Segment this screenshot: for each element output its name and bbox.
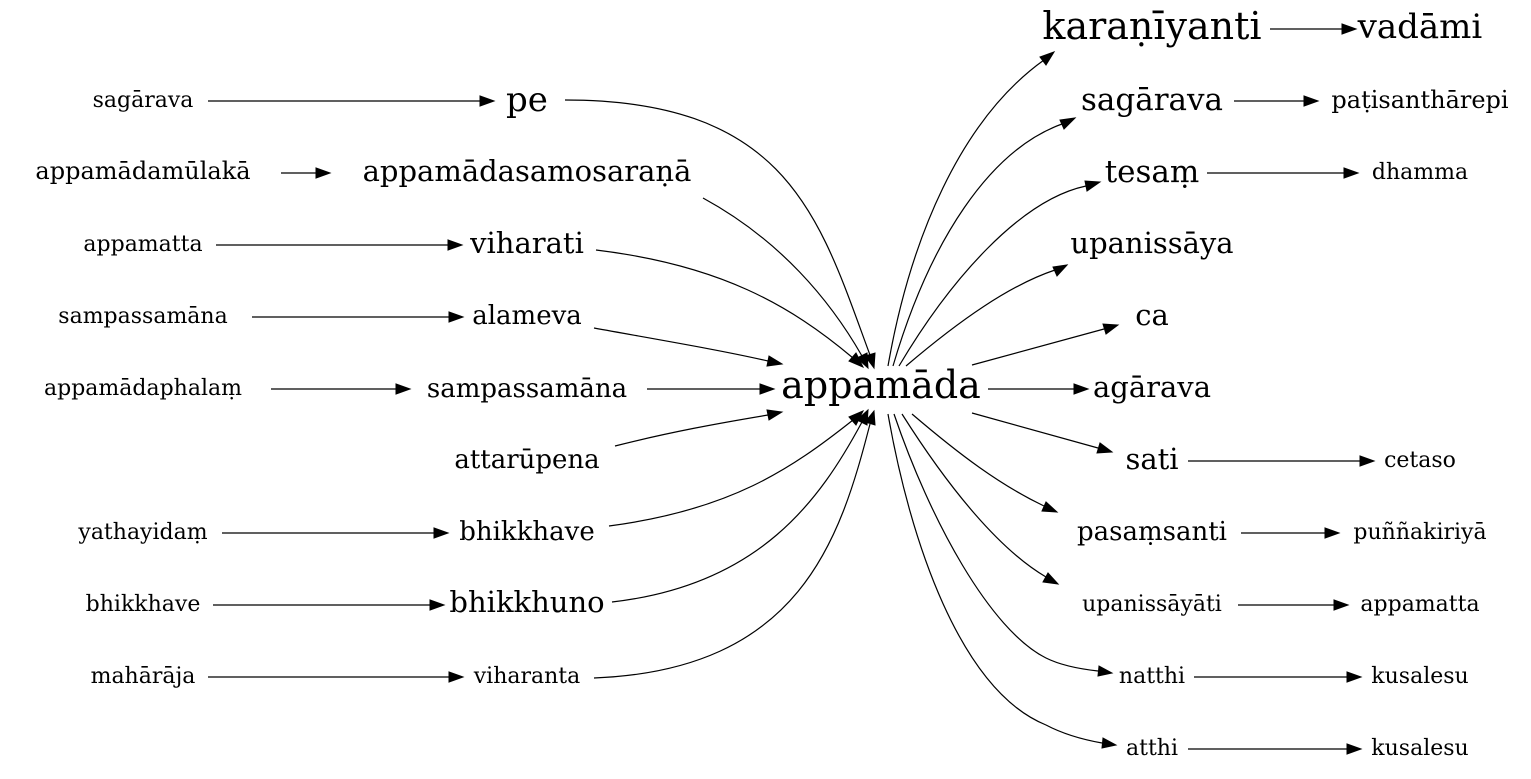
node-left-bhikkhave[interactable]: bhikkhave: [459, 517, 595, 547]
arrowhead: [433, 527, 450, 539]
arrowhead: [1102, 323, 1120, 335]
edge-bhikkhave-appamada: [608, 419, 854, 527]
node-left-source-maharaja[interactable]: mahārāja: [91, 664, 196, 689]
node-left-viharanta[interactable]: viharanta: [473, 664, 581, 689]
node-left-source-appamadaphalam[interactable]: appamādaphalaṃ: [44, 376, 242, 401]
arrowhead: [1359, 455, 1376, 467]
node-left-source-bhikkhave[interactable]: bhikkhave: [86, 592, 201, 617]
arrowhead: [1343, 167, 1360, 179]
node-right-upanissayati[interactable]: upanissāyāti: [1082, 592, 1222, 617]
node-left-source-appamadamulaka[interactable]: appamādamūlakā: [35, 157, 250, 185]
edge-appamada-karaniyanti: [887, 59, 1045, 367]
node-left-source-sampassamana[interactable]: sampassamāna: [58, 304, 227, 329]
arrowhead: [1324, 527, 1341, 539]
node-right-karaniyanti[interactable]: karaṇīyanti: [1042, 4, 1261, 48]
node-right-sagarava[interactable]: sagārava: [1081, 82, 1223, 118]
edge-viharanta-appamada: [593, 423, 871, 679]
arrowhead: [1041, 501, 1059, 513]
node-left-pe[interactable]: pe: [506, 80, 548, 120]
node-left-source-sagarava[interactable]: sagārava: [93, 88, 194, 113]
node-left-appamadasamosarana[interactable]: appamādasamosaraṇā: [363, 154, 692, 188]
arrowhead: [1042, 572, 1060, 585]
arrowhead: [1101, 737, 1118, 749]
arrowhead: [1039, 51, 1056, 66]
arrowhead: [766, 409, 784, 421]
node-left-source-appamatta[interactable]: appamatta: [83, 232, 202, 257]
arrowhead: [448, 671, 465, 683]
arrowhead: [429, 599, 446, 611]
edge-appamada-upanissaya: [905, 269, 1056, 367]
arrowhead: [856, 352, 869, 370]
node-right-natthi[interactable]: natthi: [1119, 664, 1185, 689]
arrowhead: [1097, 665, 1114, 677]
node-right-next-vadami[interactable]: vadāmi: [1357, 7, 1483, 47]
node-right-next-punnakiriya[interactable]: puññakiriyā: [1353, 520, 1486, 545]
edge-appamada-tesam: [898, 185, 1087, 367]
node-right-pasamsanti[interactable]: pasaṃsanti: [1077, 517, 1227, 547]
arrowhead: [1346, 671, 1363, 683]
edge-appamada-pasamsanti: [911, 413, 1045, 507]
arrowhead: [1333, 599, 1350, 611]
arrowhead: [395, 383, 412, 395]
arrowhead: [315, 167, 332, 179]
arrowhead: [448, 311, 465, 323]
node-right-tesam[interactable]: tesaṃ: [1105, 154, 1200, 190]
edge-appamada-atthi: [887, 413, 1103, 744]
edge-appamada-ca: [971, 328, 1105, 366]
node-left-source-yathayidam[interactable]: yathayidaṃ: [77, 520, 207, 545]
node-right-sati[interactable]: sati: [1125, 442, 1178, 476]
arrowhead: [1303, 95, 1320, 107]
node-right-next-dhamma[interactable]: dhamma: [1372, 160, 1468, 185]
node-left-sampassamana[interactable]: sampassamāna: [427, 374, 627, 404]
arrowhead: [848, 352, 865, 368]
node-right-upanissaya[interactable]: upanissāya: [1070, 226, 1233, 260]
node-left-viharati[interactable]: viharati: [469, 226, 584, 260]
node-right-ca[interactable]: ca: [1135, 298, 1169, 332]
edge-viharati-appamada: [595, 249, 854, 359]
edge-appamada-upanissayati: [901, 413, 1047, 578]
edge-bhikkhuno-appamada: [611, 421, 863, 603]
node-left-alameva[interactable]: alameva: [472, 301, 582, 331]
arrowhead: [1073, 383, 1090, 395]
node-right-next-patisantharepi[interactable]: paṭisanthārepi: [1331, 86, 1509, 114]
arrowhead: [766, 355, 784, 367]
edge-alameva-appamada: [593, 327, 769, 362]
arrowhead: [759, 383, 776, 395]
arrowhead: [447, 239, 464, 251]
node-left-attarupena[interactable]: attarūpena: [454, 445, 599, 475]
edge-attarupena-appamada: [614, 414, 769, 447]
node-right-next-cetaso[interactable]: cetaso: [1384, 448, 1456, 473]
edge-appamada-natthi: [893, 413, 1099, 672]
edge-appamadasamosarana-appamada: [702, 197, 863, 357]
edge-appamada-sati: [971, 412, 1099, 449]
edge-pe-appamada: [564, 99, 871, 356]
arrowhead: [1341, 23, 1358, 35]
node-right-next-kusalesu-2[interactable]: kusalesu: [1371, 736, 1468, 761]
arrowhead: [1096, 442, 1114, 454]
node-right-next-appamatta[interactable]: appamatta: [1360, 592, 1479, 617]
node-right-agarava[interactable]: agārava: [1093, 370, 1211, 404]
node-right-next-kusalesu-1[interactable]: kusalesu: [1371, 664, 1468, 689]
arrowhead: [864, 409, 876, 426]
arrowhead: [1084, 180, 1102, 192]
center-node-appamada[interactable]: appamāda: [781, 363, 981, 407]
arrowhead: [479, 95, 496, 107]
node-left-bhikkhuno[interactable]: bhikkhuno: [449, 585, 604, 619]
edge-appamada-sagarava: [892, 123, 1063, 367]
arrowhead: [1052, 264, 1069, 277]
node-right-atthi[interactable]: atthi: [1126, 736, 1178, 761]
arrowhead: [1059, 117, 1077, 130]
arrowhead: [1346, 743, 1363, 755]
